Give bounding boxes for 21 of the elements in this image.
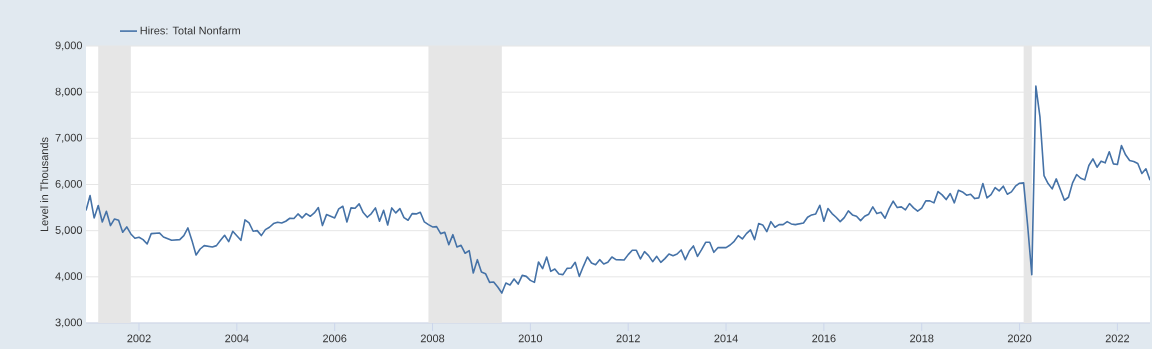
x-tick-label: 2004 (225, 334, 249, 343)
x-tick-label: 2020 (1007, 334, 1032, 343)
x-tick-label: 2014 (714, 334, 738, 343)
y-tick-label: 8,000 (55, 87, 83, 97)
x-tick-label: 2006 (323, 334, 347, 343)
y-tick-label: 5,000 (55, 226, 83, 236)
y-tick-label: 9,000 (55, 41, 83, 51)
line-series (86, 85, 1151, 294)
x-tick-label: 2002 (127, 334, 151, 343)
y-axis-title: Level in Thousands (40, 137, 49, 232)
x-tick-label: 2022 (1105, 334, 1130, 343)
y-tick-label: 3,000 (55, 318, 83, 328)
x-tick-label: 2016 (812, 334, 836, 343)
legend-label: Hires: Total Nonfarm (140, 26, 240, 35)
x-tick-label: 2018 (910, 334, 934, 343)
y-tick-label: 6,000 (55, 179, 83, 190)
y-tick-label: 7,000 (55, 133, 83, 143)
x-tick-label: 2012 (616, 334, 640, 343)
x-tick-label: 2010 (518, 334, 543, 343)
x-tick-label: 2008 (420, 334, 445, 343)
y-tick-label: 4,000 (55, 272, 83, 282)
